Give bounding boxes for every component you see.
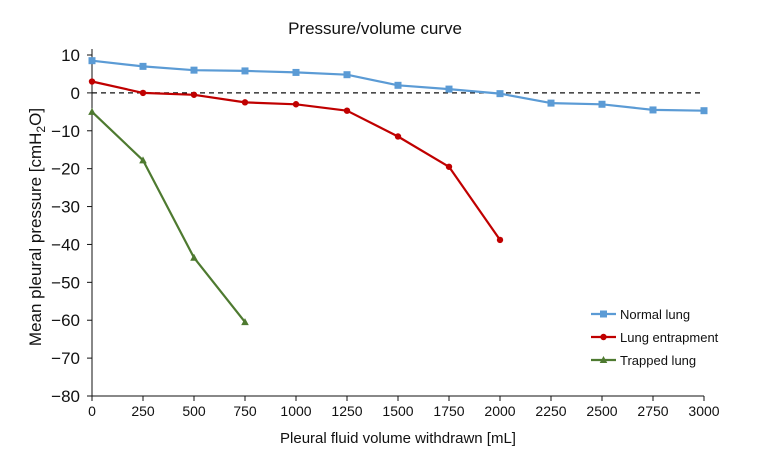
data-point-trapped-lung xyxy=(88,107,96,115)
x-tick-label: 2250 xyxy=(535,403,566,419)
data-point-lung-entrapment xyxy=(394,133,402,140)
x-tick-label: 3000 xyxy=(688,403,719,419)
x-tick-label: 2500 xyxy=(586,403,617,419)
legend-label: Lung entrapment xyxy=(620,330,719,345)
y-tick-label: 0 xyxy=(71,84,80,103)
data-point-lung-entrapment xyxy=(88,78,96,85)
legend-marker-icon xyxy=(599,356,608,363)
y-tick-label: −10 xyxy=(51,122,80,141)
legend-marker-icon xyxy=(600,310,607,318)
x-tick-label: 1000 xyxy=(280,403,311,419)
y-tick-label: −40 xyxy=(51,235,80,254)
y-axis-ticks: 10 0 −10 −20 −30 −40 −50 −60 −70 −80 xyxy=(51,46,92,406)
data-point-trapped-lung xyxy=(139,156,147,164)
data-point-normal-lung xyxy=(88,57,96,65)
y-axis-label-subscript: 2 xyxy=(34,126,48,133)
data-point-normal-lung xyxy=(700,107,708,115)
legend: Normal lung Lung entrapment Trapped lung xyxy=(591,307,719,368)
legend-item-normal-lung: Normal lung xyxy=(591,307,690,322)
data-point-lung-entrapment xyxy=(139,89,147,97)
x-tick-label: 1250 xyxy=(331,403,362,419)
data-point-normal-lung xyxy=(343,71,351,79)
data-point-normal-lung xyxy=(292,68,300,76)
data-point-normal-lung xyxy=(445,85,453,93)
plot-area xyxy=(91,49,704,397)
data-point-trapped-lung xyxy=(241,318,249,326)
y-tick-label: −50 xyxy=(51,273,80,292)
x-axis-ticks: 0 250 500 750 1000 1250 1500 1750 2000 2250 2500 27… xyxy=(88,396,720,419)
data-point-normal-lung xyxy=(547,99,555,107)
y-axis-label: Mean pleural pressure [cmH2O] xyxy=(26,108,48,346)
x-tick-label: 2000 xyxy=(484,403,515,419)
data-point-lung-entrapment xyxy=(292,101,300,108)
y-tick-label: −60 xyxy=(51,311,80,330)
data-point-trapped-lung xyxy=(190,253,198,261)
y-tick-label: −20 xyxy=(51,160,80,179)
data-point-normal-lung xyxy=(190,66,198,74)
y-tick-label: 10 xyxy=(61,46,80,65)
data-point-normal-lung xyxy=(394,81,402,89)
data-point-normal-lung xyxy=(241,67,249,75)
data-point-lung-entrapment xyxy=(190,91,198,98)
x-tick-label: 250 xyxy=(131,403,155,419)
series-normal-lung xyxy=(88,57,708,115)
x-tick-label: 0 xyxy=(88,403,96,419)
x-tick-label: 500 xyxy=(182,403,206,419)
y-axis-label-main: Mean pleural pressure [cmH xyxy=(26,133,45,347)
y-tick-label: −80 xyxy=(51,387,80,406)
data-point-normal-lung xyxy=(139,62,147,70)
x-axis-label: Pleural fluid volume withdrawn [mL] xyxy=(280,430,516,447)
data-point-normal-lung xyxy=(496,90,504,98)
legend-item-lung-entrapment: Lung entrapment xyxy=(591,330,719,345)
chart-title: Pressure/volume curve xyxy=(288,19,462,38)
legend-label: Normal lung xyxy=(620,307,690,322)
legend-item-trapped-lung: Trapped lung xyxy=(591,353,696,368)
series-trapped-lung xyxy=(88,107,249,326)
y-axis-label-tail: O] xyxy=(26,108,45,126)
y-tick-label: −70 xyxy=(51,349,80,368)
data-point-lung-entrapment xyxy=(241,99,249,106)
legend-marker-icon xyxy=(600,333,607,341)
x-tick-label: 1750 xyxy=(433,403,464,419)
data-point-lung-entrapment xyxy=(496,236,504,244)
series-line-trapped-lung xyxy=(91,111,246,323)
data-point-normal-lung xyxy=(598,100,606,108)
data-point-lung-entrapment xyxy=(445,163,453,170)
series-lung-entrapment xyxy=(88,78,504,244)
x-tick-label: 750 xyxy=(233,403,257,419)
legend-label: Trapped lung xyxy=(620,353,696,368)
x-tick-label: 1500 xyxy=(382,403,413,419)
data-point-lung-entrapment xyxy=(343,107,351,114)
y-tick-label: −30 xyxy=(51,198,80,217)
series-layer xyxy=(88,57,708,326)
data-point-normal-lung xyxy=(649,106,657,114)
x-tick-label: 2750 xyxy=(637,403,668,419)
